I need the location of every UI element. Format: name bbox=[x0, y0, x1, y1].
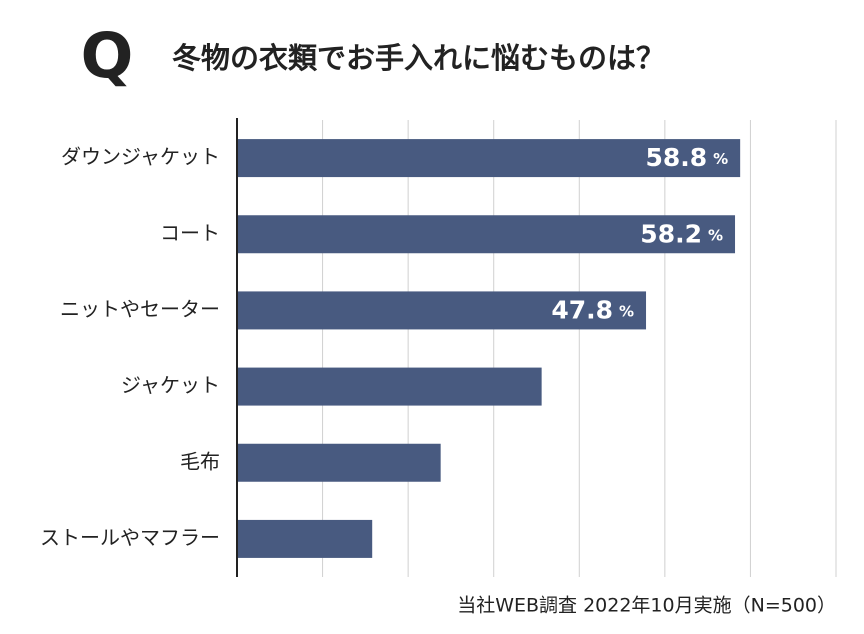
value-number: 58.8 bbox=[645, 143, 707, 172]
value-label: 58.2% bbox=[640, 219, 723, 248]
y-tick-label: ストールやマフラー bbox=[40, 525, 220, 549]
y-tick-label: ダウンジャケット bbox=[61, 145, 220, 169]
value-number: 58.2 bbox=[640, 219, 702, 248]
y-tick-label: コート bbox=[160, 221, 220, 245]
chart-title: 冬物の衣類でお手入れに悩むものは？ bbox=[172, 41, 665, 75]
y-tick-label: ニットやセーター bbox=[60, 297, 220, 321]
bar bbox=[237, 367, 542, 406]
y-tick-label: 毛布 bbox=[180, 449, 220, 473]
bar bbox=[237, 519, 373, 558]
value-unit: % bbox=[713, 150, 728, 168]
value-label: 47.8% bbox=[551, 295, 634, 324]
value-number: 47.8 bbox=[551, 295, 613, 324]
value-unit: % bbox=[619, 302, 634, 320]
value-label: 58.8% bbox=[645, 143, 728, 172]
bar bbox=[237, 139, 741, 178]
badge: Q bbox=[81, 19, 134, 92]
bar bbox=[237, 443, 441, 482]
bar bbox=[237, 215, 736, 254]
note: 当社WEB調査 2022年10月実施（N=500） bbox=[457, 595, 836, 617]
bar bbox=[237, 291, 647, 330]
y-tick-label: ジャケット bbox=[121, 373, 220, 397]
value-unit: % bbox=[708, 226, 723, 244]
